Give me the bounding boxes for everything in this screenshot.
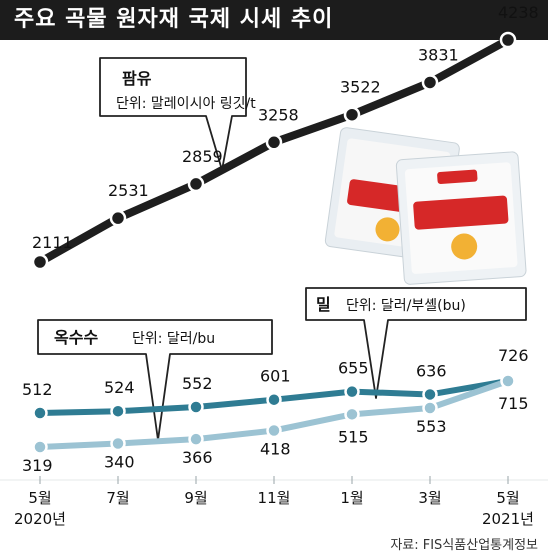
wheat-callout: 밀 단위: 달러/부셸(bu)	[305, 287, 527, 399]
data-label-wheat: 553	[416, 417, 447, 436]
data-label-wheat: 418	[260, 440, 291, 459]
data-label-palm: 2859	[182, 147, 223, 166]
data-label-wheat: 366	[182, 448, 213, 467]
data-point-wheat	[32, 439, 48, 455]
palm-oil-label: 팜유	[122, 69, 152, 88]
data-point-palm	[421, 74, 439, 91]
data-point-palm	[109, 209, 127, 227]
data-label-corn: 512	[22, 380, 53, 399]
data-point-palm	[265, 134, 283, 151]
data-point-wheat	[422, 400, 438, 416]
x-tick-label: 3월	[418, 489, 441, 507]
x-tick-label: 9월	[184, 489, 207, 507]
data-label-wheat: 319	[22, 456, 53, 475]
corn-unit: 단위: 달러/bu	[132, 331, 215, 347]
data-point-wheat	[500, 373, 516, 389]
data-label-wheat: 715	[498, 394, 529, 413]
data-label-palm: 2531	[108, 181, 149, 200]
data-label-palm: 3258	[258, 105, 299, 124]
labels-layer: 2111 2531 2859 3258 3522 3831 4238 512 524 552 601…	[22, 3, 539, 475]
x-axis: 5월 7월 9월 11월 1월 3월 5월 2020년 2021년	[14, 476, 534, 528]
data-point-corn	[188, 399, 204, 415]
data-point-palm	[343, 106, 361, 123]
data-point-corn	[266, 391, 282, 408]
x-year-label-end: 2021년	[482, 510, 534, 528]
wheat-unit: 단위: 달러/부셸(bu)	[346, 298, 466, 314]
x-tick-label: 1월	[340, 489, 363, 507]
x-tick-label: 5월	[496, 489, 519, 507]
source-note: 자료: FIS식품산업통계정보	[390, 538, 538, 553]
data-point-corn	[344, 383, 360, 400]
palm-oil-unit: 단위: 말레이시아 링깃/t	[116, 96, 256, 112]
data-point-wheat	[188, 431, 204, 447]
x-year-label-start: 2020년	[14, 510, 66, 528]
data-label-wheat: 515	[338, 427, 369, 446]
x-tick-label: 11월	[258, 489, 291, 507]
data-label-corn: 552	[182, 374, 213, 393]
wheat-label: 밀	[316, 295, 331, 314]
data-point-wheat	[110, 435, 126, 452]
ramen-package-image	[324, 127, 527, 285]
data-label-corn: 601	[260, 367, 291, 386]
data-point-corn	[422, 386, 438, 403]
corn-callout: 옥수수 단위: 달러/bu	[37, 319, 273, 441]
series-layer	[31, 31, 517, 455]
data-point-corn	[110, 403, 126, 419]
data-label-palm: 4238	[498, 3, 539, 22]
data-point-palm	[31, 253, 49, 271]
data-point-palm	[187, 175, 205, 193]
data-label-palm: 2111	[32, 233, 73, 252]
data-point-wheat	[344, 406, 360, 423]
palm-oil-callout: 팜유 단위: 말레이시아 링깃/t	[99, 57, 256, 171]
data-point-palm	[499, 31, 517, 49]
data-label-palm: 3522	[340, 78, 381, 97]
x-tick-label: 5월	[28, 489, 51, 507]
data-point-wheat	[266, 422, 282, 439]
corn-label: 옥수수	[54, 328, 98, 347]
data-label-wheat: 340	[104, 453, 135, 472]
chart-title: 주요 곡물 원자재 국제 시세 추이	[0, 0, 548, 40]
data-label-corn: 655	[338, 359, 369, 378]
data-label-palm: 3831	[418, 45, 459, 64]
data-label-corn: 524	[104, 378, 135, 397]
data-point-corn	[32, 405, 48, 421]
x-tick-label: 7월	[106, 489, 129, 507]
data-label-corn: 726	[498, 346, 529, 365]
data-label-corn: 636	[416, 361, 447, 380]
